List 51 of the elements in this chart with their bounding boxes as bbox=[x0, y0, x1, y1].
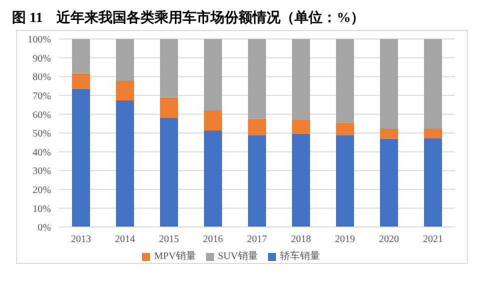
x-tick-label: 2014 bbox=[115, 234, 135, 246]
legend-label: MPV销量 bbox=[154, 251, 196, 262]
y-tick-label: 80% bbox=[32, 72, 51, 84]
y-tick-label: 10% bbox=[32, 204, 51, 215]
x-tick-label: 2017 bbox=[247, 234, 267, 246]
y-tick-label: 60% bbox=[32, 110, 51, 121]
chart-title: 图 11 近年来我国各类乘用车市场份额情况（单位：%） bbox=[11, 8, 366, 28]
x-tick-label: 2019 bbox=[335, 234, 355, 246]
bar bbox=[116, 100, 134, 227]
bar bbox=[424, 128, 442, 138]
bar bbox=[160, 118, 178, 227]
bar bbox=[204, 130, 222, 227]
bar bbox=[292, 39, 310, 120]
bar bbox=[336, 39, 354, 123]
y-tick-label: 90% bbox=[32, 53, 51, 64]
bar bbox=[336, 135, 354, 227]
bar bbox=[72, 88, 90, 227]
bar bbox=[248, 135, 266, 227]
bar bbox=[336, 122, 354, 136]
bar bbox=[380, 128, 398, 139]
x-tick-label: 2018 bbox=[291, 234, 311, 246]
bar bbox=[380, 39, 398, 128]
x-tick-label: 2013 bbox=[71, 234, 91, 246]
bar bbox=[292, 134, 310, 227]
bar bbox=[72, 73, 90, 89]
x-tick-label: 2021 bbox=[423, 234, 443, 246]
legend-label: SUV销量 bbox=[218, 251, 258, 262]
x-tick-label: 2016 bbox=[203, 234, 223, 246]
y-tick-label: 0% bbox=[38, 222, 51, 234]
bar bbox=[248, 39, 266, 119]
bar bbox=[160, 39, 178, 98]
bar bbox=[248, 118, 266, 136]
y-tick-label: 70% bbox=[32, 90, 51, 102]
bar bbox=[424, 39, 442, 128]
bar bbox=[160, 97, 178, 118]
bar bbox=[116, 39, 134, 81]
y-tick-label: 100% bbox=[28, 34, 51, 46]
bar bbox=[380, 138, 398, 227]
bar bbox=[204, 110, 222, 131]
y-tick-label: 50% bbox=[32, 128, 51, 140]
legend-label: 轿车销量 bbox=[280, 251, 320, 262]
y-tick-label: 40% bbox=[32, 147, 51, 158]
x-tick-label: 2015 bbox=[159, 234, 179, 246]
bar bbox=[72, 39, 90, 74]
bar bbox=[424, 138, 442, 227]
y-tick-label: 20% bbox=[32, 184, 51, 196]
bar bbox=[204, 39, 222, 110]
y-tick-label: 30% bbox=[32, 166, 51, 178]
bar bbox=[292, 120, 310, 134]
x-tick-label: 2020 bbox=[379, 234, 399, 246]
bar bbox=[116, 80, 134, 100]
